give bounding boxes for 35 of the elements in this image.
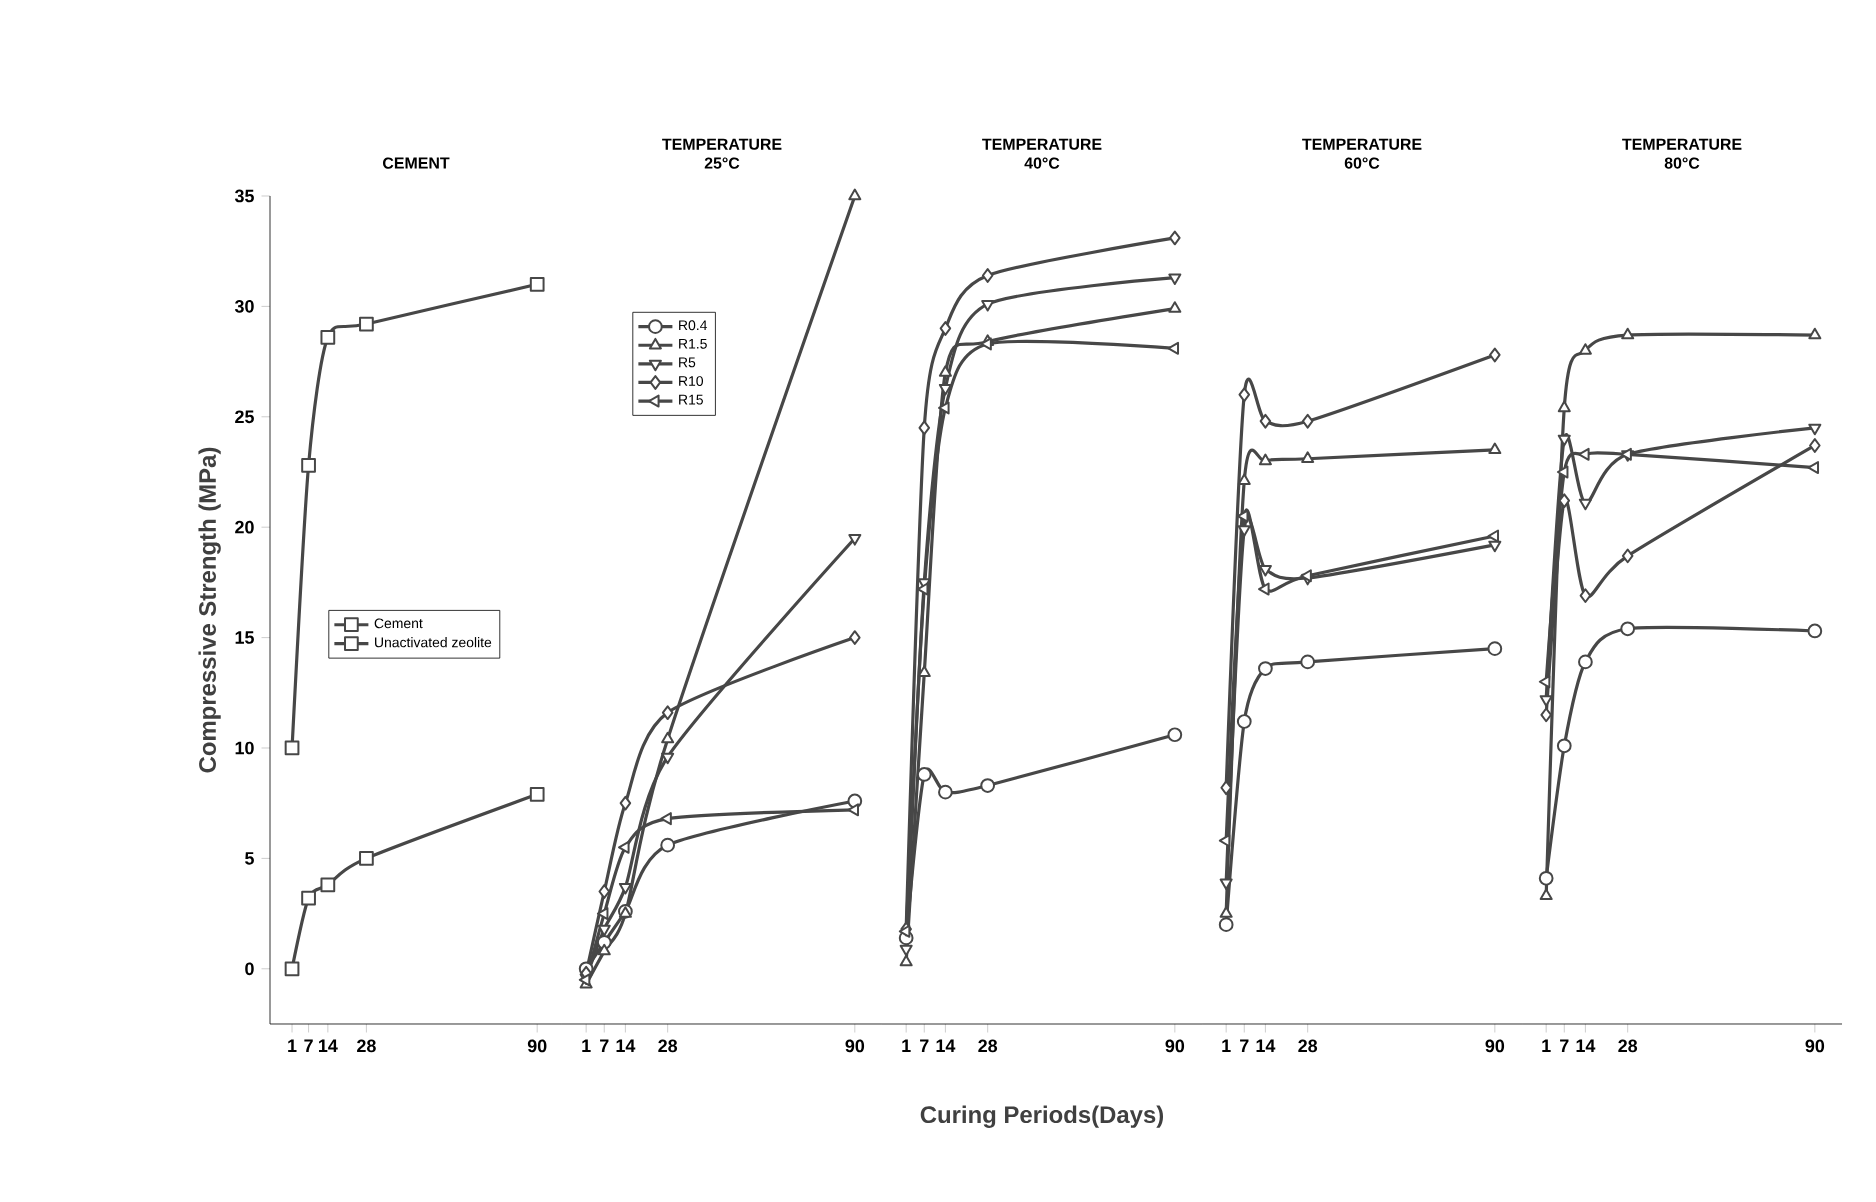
x-tick-label: 1: [1222, 1039, 1231, 1052]
y-tick-label: 0: [245, 962, 254, 976]
y-tick-label: 5: [245, 852, 254, 865]
x-tick-label: 14: [936, 1039, 956, 1052]
x-tick-label: 1: [288, 1039, 297, 1052]
x-tick-label: 7: [600, 1039, 609, 1052]
y-tick-label: 10: [235, 741, 254, 755]
x-tick-label: 90: [1165, 1039, 1185, 1053]
x-tick-label: 28: [658, 1039, 678, 1053]
x-tick-label: 1: [1542, 1039, 1551, 1052]
x-tick-label: 14: [319, 1039, 338, 1052]
x-tick-label: 14: [616, 1039, 636, 1052]
x-tick-label: 28: [357, 1039, 376, 1053]
x-tick-label: 28: [1618, 1039, 1638, 1053]
y-tick-label: 25: [235, 410, 254, 424]
x-tick-label: 1: [582, 1039, 591, 1052]
y-tick-label: 35: [234, 189, 254, 203]
x-tick-label: 7: [304, 1039, 313, 1052]
x-tick-label: 7: [1560, 1039, 1569, 1052]
x-tick-label: 7: [920, 1039, 929, 1052]
x-tick-label: 90: [1485, 1039, 1505, 1053]
x-tick-label: 28: [1298, 1039, 1318, 1053]
y-tick-label: 20: [235, 520, 254, 534]
x-tick-label: 14: [1576, 1039, 1596, 1052]
x-tick-label: 90: [527, 1039, 547, 1053]
x-tick-label: 14: [1256, 1039, 1276, 1052]
x-axis-title: Curing Periods(Days): [920, 1105, 1164, 1128]
x-tick-label: 90: [1805, 1039, 1825, 1053]
x-tick-label: 90: [845, 1039, 865, 1053]
x-tick-label: 1: [902, 1039, 911, 1052]
x-tick-label: 28: [978, 1039, 998, 1053]
y-tick-label: 15: [235, 631, 254, 644]
y-axis-title: Compressive Strength (MPa): [198, 447, 221, 773]
y-tick-label: 30: [234, 300, 254, 313]
x-tick-label: 7: [1240, 1039, 1249, 1052]
